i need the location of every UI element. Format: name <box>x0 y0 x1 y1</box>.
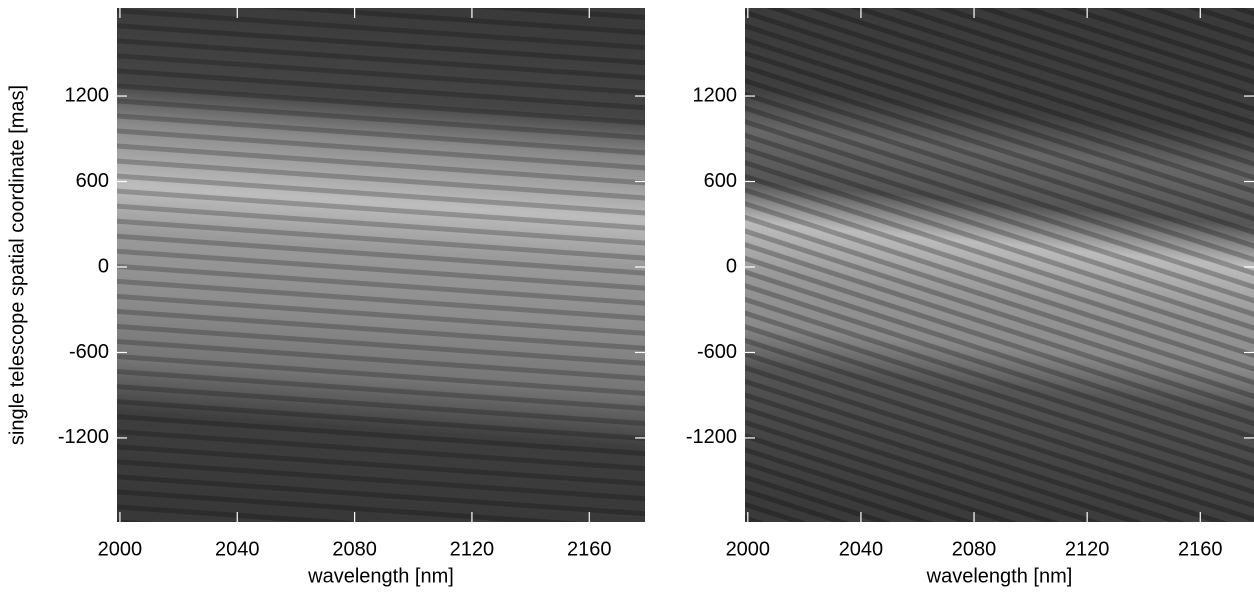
x-tick-label: 2040 <box>215 538 260 560</box>
y-tick-label: 600 <box>704 170 737 192</box>
y-tick-label: 0 <box>726 255 737 277</box>
y-tick-label: -1200 <box>686 426 737 448</box>
y-tick-label: 1200 <box>693 84 738 106</box>
x-tick-label: 2160 <box>1178 538 1223 560</box>
x-tick-label: 2000 <box>98 538 143 560</box>
x-tick-label: 2160 <box>567 538 612 560</box>
x-tick-label: 2080 <box>952 538 997 560</box>
y-tick-label: -1200 <box>58 426 109 448</box>
y-axis-label: single telescope spatial coordinate [mas… <box>6 85 28 445</box>
x-tick-label: 2080 <box>332 538 377 560</box>
y-tick-label: 1200 <box>65 84 110 106</box>
x-axis-label: wavelength [nm] <box>926 565 1073 587</box>
y-tick-label: 600 <box>76 170 109 192</box>
x-tick-label: 2000 <box>726 538 771 560</box>
image-texture <box>745 8 1254 522</box>
image-texture <box>117 8 645 522</box>
x-axis-label: wavelength [nm] <box>307 565 454 587</box>
x-tick-label: 2120 <box>1065 538 1110 560</box>
y-tick-label: -600 <box>697 341 737 363</box>
x-tick-label: 2040 <box>839 538 884 560</box>
y-tick-label: -600 <box>69 341 109 363</box>
y-tick-label: 0 <box>98 255 109 277</box>
x-tick-label: 2120 <box>450 538 495 560</box>
